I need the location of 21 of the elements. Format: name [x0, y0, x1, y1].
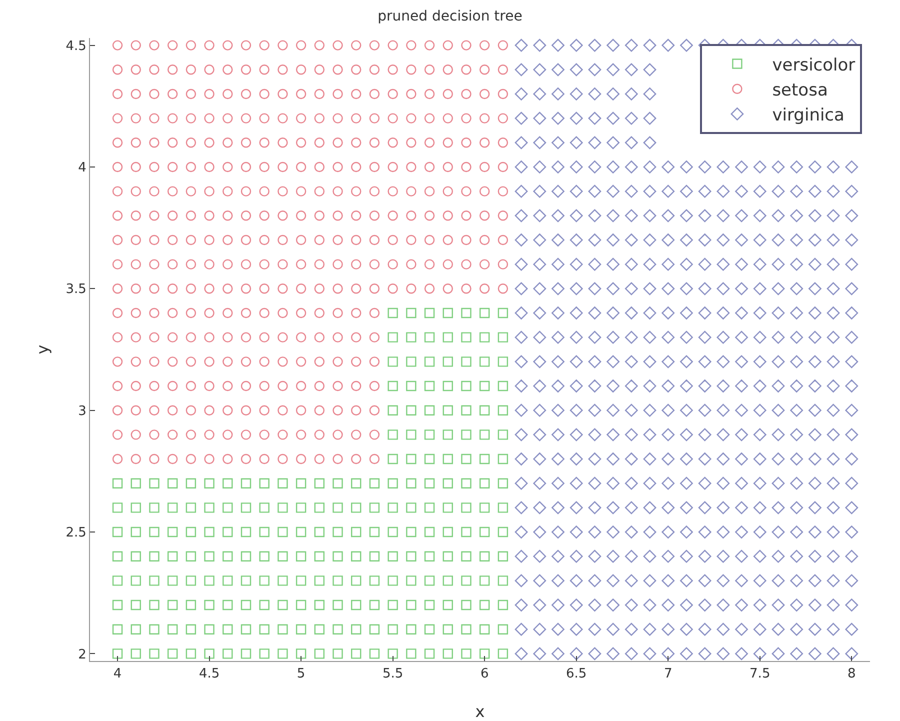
x-tick-label: 6.5	[566, 666, 587, 682]
chart-title: pruned decision tree	[378, 8, 522, 25]
legend-label: versicolor	[772, 55, 856, 76]
x-tick-label: 7	[664, 666, 672, 682]
x-axis-title: x	[475, 702, 485, 721]
y-axis-title: y	[33, 344, 52, 354]
x-tick-label: 5	[296, 666, 306, 682]
y-tick-label: 3.5	[66, 282, 86, 298]
y-tick-label: 2	[78, 647, 86, 662]
y-tick-label: 3	[78, 404, 86, 419]
legend-label: setosa	[772, 80, 828, 101]
x-tick-label: 4.5	[198, 666, 220, 682]
x-tick-label: 5.5	[382, 666, 404, 682]
y-tick-label: 2.5	[66, 526, 86, 541]
x-tick-label: 4	[113, 666, 122, 682]
x-tick-label: 8	[848, 666, 856, 682]
x-tick-label: 7.5	[750, 666, 770, 682]
legend-label: virginica	[772, 106, 844, 126]
x-tick-label: 6	[480, 666, 489, 682]
y-tick-label: 4.5	[66, 38, 86, 54]
y-tick-label: 4	[78, 160, 86, 176]
